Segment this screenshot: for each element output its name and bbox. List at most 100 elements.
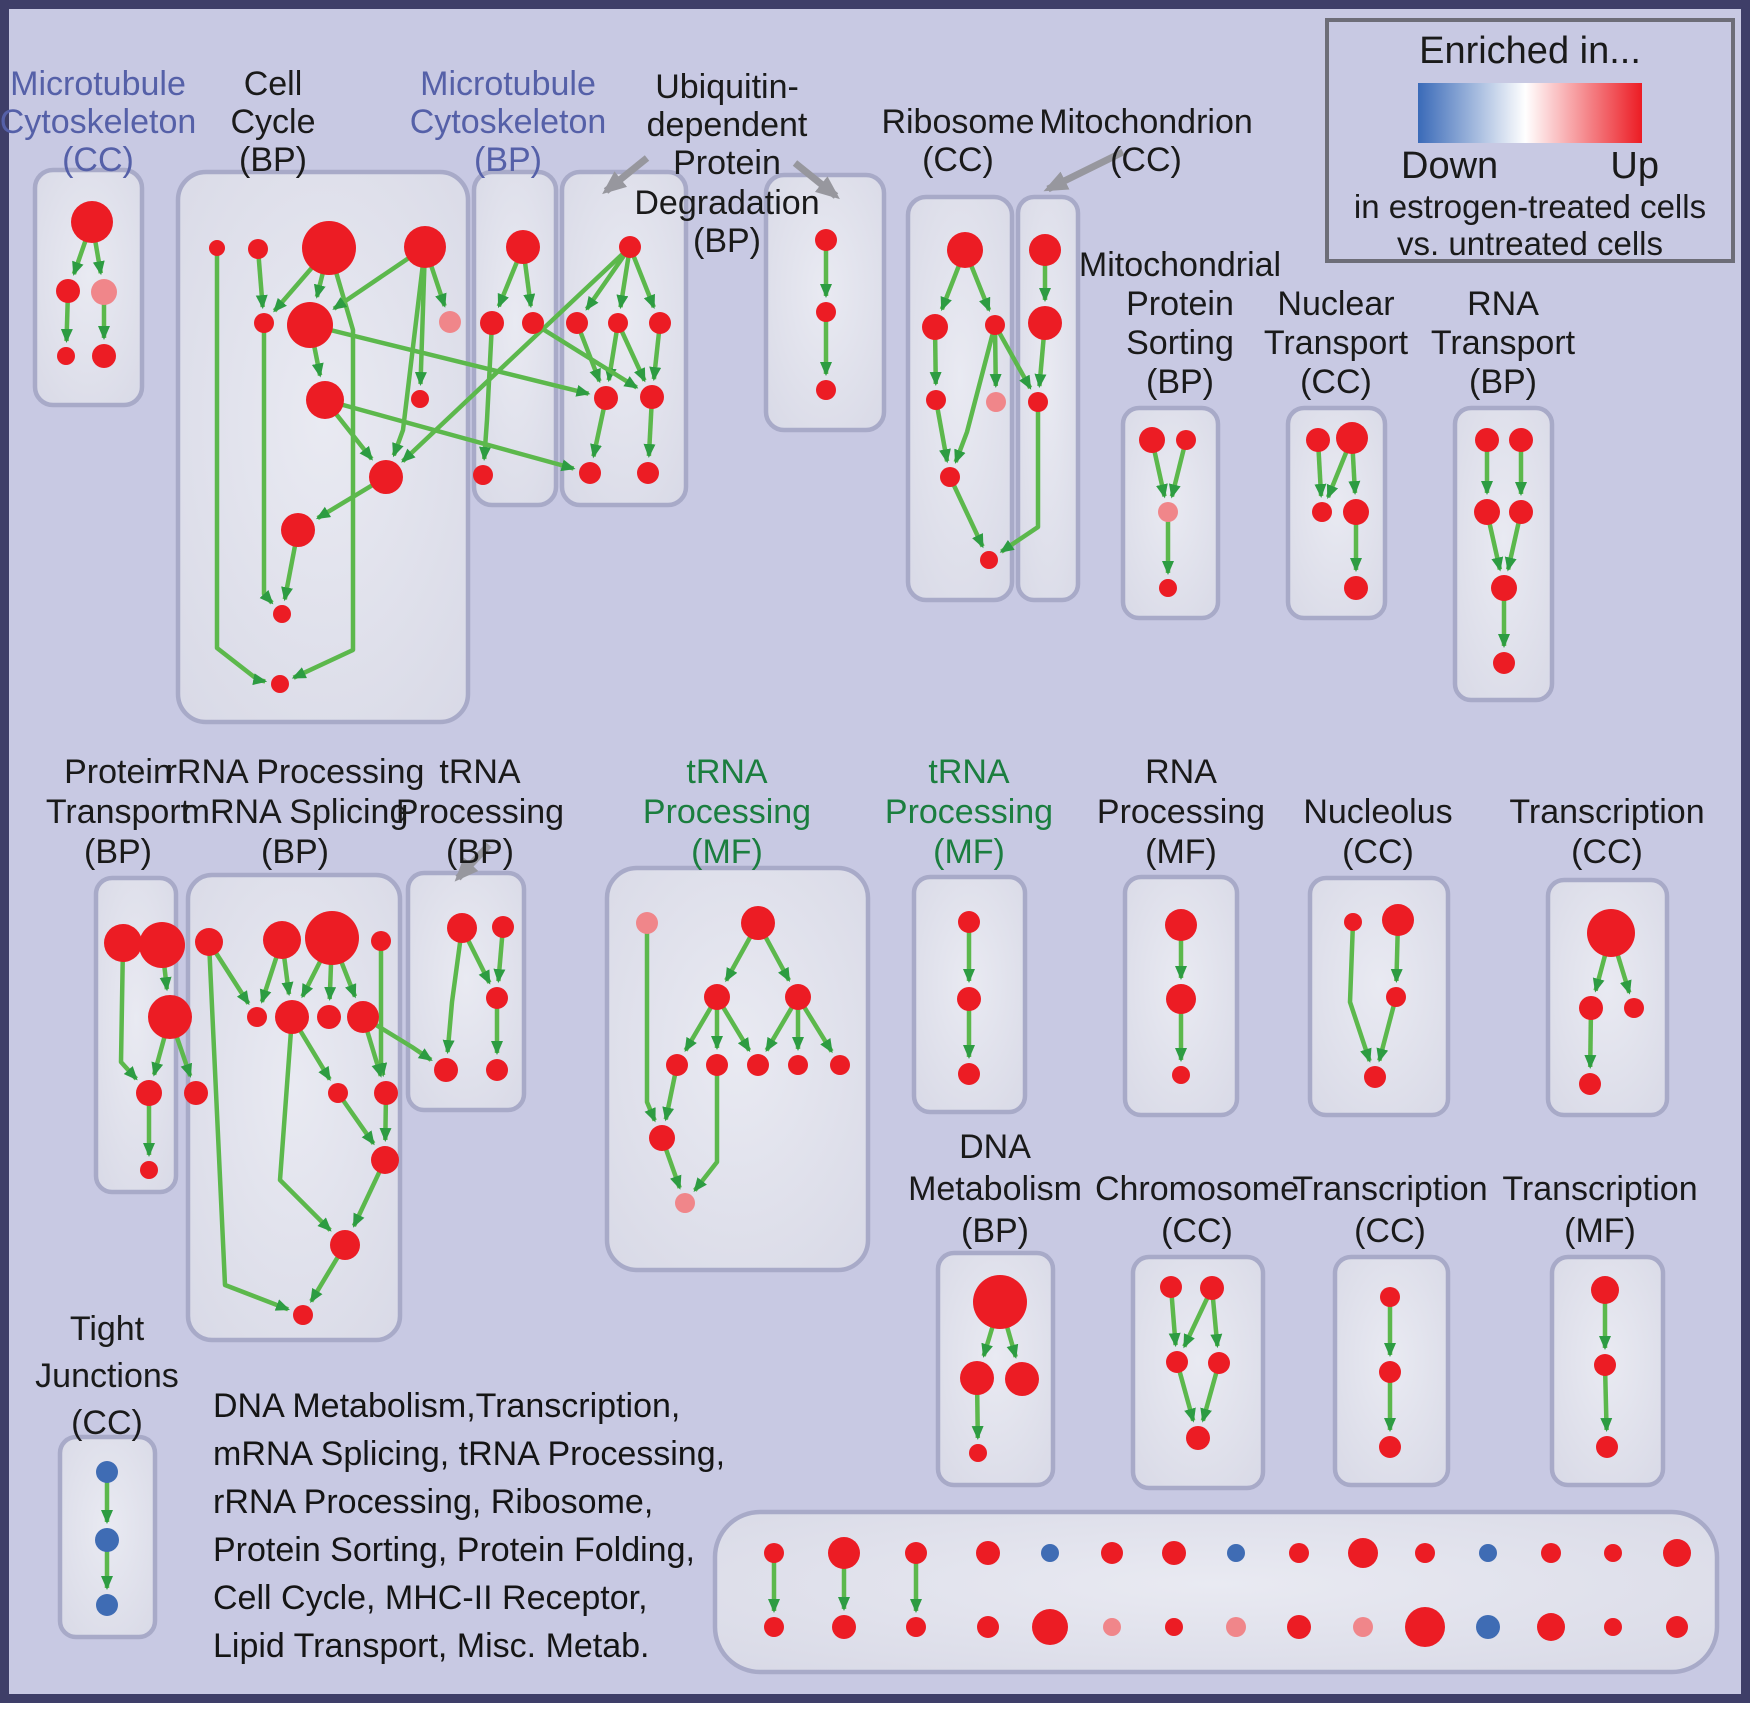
group-label-tmf3: (MF) — [1564, 1212, 1636, 1250]
gene-node — [492, 916, 514, 938]
gene-node — [1509, 500, 1533, 524]
edge — [277, 1016, 332, 1232]
group-label-dnm: (BP) — [961, 1212, 1029, 1250]
group-label-ubl: Ubiquitin- — [655, 68, 799, 106]
edge — [118, 942, 138, 1081]
group-label-mit: (CC) — [1110, 141, 1182, 179]
group-label-mtbp: Microtubule — [420, 65, 596, 103]
gene-node — [1159, 579, 1177, 597]
gene-node — [1379, 1361, 1401, 1383]
misc-clusters-caption: DNA Metabolism,Transcription, mRNA Splic… — [213, 1382, 725, 1670]
group-label-mtbp: (BP) — [474, 141, 542, 179]
group-label-mtbp: Cytoskeleton — [410, 103, 607, 141]
gene-node — [1344, 913, 1362, 931]
gene-node — [57, 347, 75, 365]
gene-node — [371, 1146, 399, 1174]
group-label-rpm: (MF) — [1145, 833, 1217, 871]
gene-node — [1287, 1615, 1311, 1639]
gene-node — [347, 1001, 379, 1033]
gene-node — [374, 1081, 398, 1105]
group-label-rpm: Processing — [1097, 793, 1265, 831]
gene-node — [922, 314, 948, 340]
group-label-ubl: (BP) — [693, 222, 761, 260]
gene-node — [1101, 1542, 1123, 1564]
gene-node — [305, 911, 359, 965]
gene-node — [1028, 392, 1048, 412]
edge — [361, 1015, 433, 1062]
gene-node — [1306, 428, 1330, 452]
gene-node — [636, 912, 658, 934]
gene-node — [1604, 1544, 1622, 1562]
gene-node — [273, 605, 291, 623]
group-label-tj: Junctions — [35, 1357, 179, 1395]
group-label-rib: (CC) — [922, 141, 994, 179]
gene-node — [1029, 234, 1061, 266]
gene-node — [254, 313, 274, 333]
gene-node — [1348, 1538, 1378, 1568]
gene-node — [1587, 909, 1635, 957]
gene-node — [92, 344, 116, 368]
gene-node — [1479, 1544, 1497, 1562]
gene-node — [764, 1543, 784, 1563]
label-pointer-arrow — [602, 155, 650, 195]
gene-node — [816, 302, 836, 322]
edge — [375, 941, 388, 1078]
group-label-tcc1: Transcription — [1509, 793, 1704, 831]
edge — [442, 927, 465, 1055]
legend-title: Enriched in... — [1419, 30, 1641, 72]
edge — [644, 923, 657, 1123]
gene-node — [330, 1230, 360, 1260]
gene-node — [248, 239, 268, 259]
gene-node — [1663, 1539, 1691, 1567]
group-label-ubl: Degradation — [634, 184, 819, 222]
gene-node — [1353, 1617, 1373, 1637]
gene-node — [619, 236, 641, 258]
gene-node — [263, 921, 301, 959]
edge — [693, 1065, 720, 1192]
gene-node — [785, 984, 811, 1010]
gene-node — [905, 1542, 927, 1564]
group-box-misc — [712, 1509, 1720, 1675]
gene-node — [1041, 1544, 1059, 1562]
gene-node — [675, 1193, 695, 1213]
gene-node — [816, 380, 836, 400]
edge — [989, 324, 1002, 388]
gene-node — [1172, 1066, 1190, 1084]
gene-node — [958, 1063, 980, 1085]
gene-node — [704, 984, 730, 1010]
layer-grayarrows — [454, 148, 1125, 882]
group-label-pt: Transport — [46, 793, 191, 831]
gene-node — [1382, 904, 1414, 936]
gene-node — [287, 302, 333, 348]
gene-node — [976, 1541, 1000, 1565]
gene-node — [104, 924, 142, 962]
group-box-cc — [175, 169, 471, 725]
legend-down-label: Down — [1401, 145, 1499, 187]
gene-node — [369, 460, 403, 494]
gene-node — [1415, 1543, 1435, 1563]
gene-node — [741, 906, 775, 940]
gene-node — [1541, 1543, 1561, 1563]
gene-node — [1474, 499, 1500, 525]
gene-node — [926, 390, 946, 410]
group-box-mt_cc — [32, 167, 145, 408]
edge — [291, 247, 356, 680]
gene-node — [1491, 575, 1517, 601]
edge — [336, 1091, 376, 1146]
gene-node — [1380, 1287, 1400, 1307]
gene-node — [1537, 1613, 1565, 1641]
group-label-ubl: Protein — [673, 144, 781, 182]
group-label-tmf2: (MF) — [933, 833, 1005, 871]
group-label-mps: (BP) — [1146, 363, 1214, 401]
gene-node — [1493, 652, 1515, 674]
gene-node — [906, 1617, 926, 1637]
gene-node — [71, 201, 113, 243]
gene-node — [947, 232, 983, 268]
caption-line: DNA Metabolism,Transcription, — [213, 1387, 681, 1425]
gene-node — [473, 465, 493, 485]
group-label-rib: Ribosome — [881, 103, 1034, 141]
gene-node — [506, 230, 540, 264]
gene-node — [1476, 1615, 1500, 1639]
gene-node — [1186, 1426, 1210, 1450]
group-label-pt: (BP) — [84, 833, 152, 871]
